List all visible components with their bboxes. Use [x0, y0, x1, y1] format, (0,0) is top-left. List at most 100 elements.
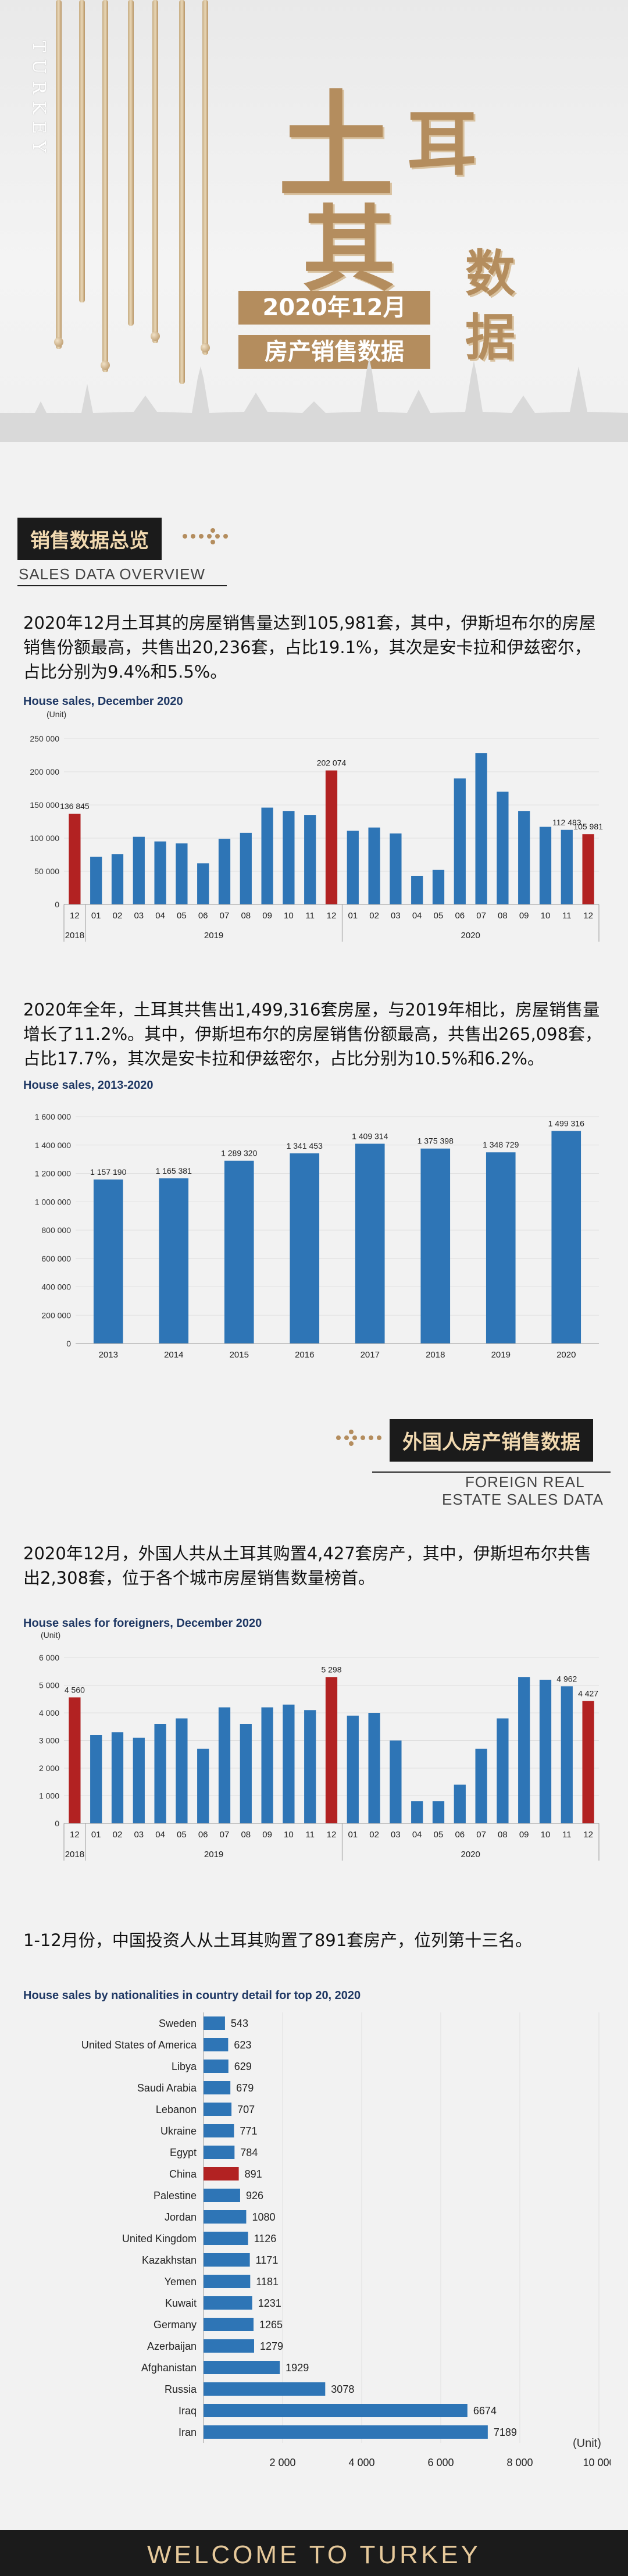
x-tick-label: 02 [113, 911, 123, 921]
chart-title: House sales for foreigners, December 202… [23, 1617, 262, 1630]
y-tick-label: 6 000 [39, 1653, 59, 1662]
year-group-label: 2020 [461, 1850, 480, 1859]
x-tick-label: 08 [498, 911, 508, 921]
x-tick-label: 04 [412, 911, 422, 921]
data-label: 1265 [259, 2319, 283, 2331]
x-tick-label: 10 [284, 911, 294, 921]
y-tick-label: 0 [55, 1819, 59, 1828]
x-tick-label: 07 [220, 911, 230, 921]
data-label: 1171 [256, 2254, 279, 2266]
x-tick-label: 07 [476, 1830, 486, 1840]
x-tick-label: 06 [455, 1830, 465, 1840]
y-tick-label: United Kingdom [122, 2233, 197, 2244]
paragraph-december-sales: 2020年12月土耳其的房屋销售量达到105,981套，其中，伊斯坦布尔的房屋销… [23, 613, 596, 682]
header-banner: TURKEY 土 耳 其 数 据 2020年12月 房产销售数据 [0, 0, 628, 442]
data-label: 202 074 [317, 758, 347, 768]
x-tick-label: 11 [305, 1830, 315, 1840]
bar [551, 1131, 581, 1344]
x-tick-label: 11 [562, 911, 572, 921]
bar [539, 1680, 552, 1823]
bar [197, 863, 209, 904]
decor-knob [151, 332, 160, 341]
bar [240, 1724, 252, 1823]
y-tick-label: 1 000 000 [35, 1197, 71, 1206]
y-tick-label: Ukraine [160, 2125, 197, 2137]
arrow-dots-icon [336, 1430, 381, 1446]
bar [368, 1713, 380, 1823]
bar [325, 1677, 338, 1823]
x-tick-label: 2016 [295, 1350, 314, 1360]
x-tick-label: 12 [327, 911, 337, 921]
data-label: 891 [245, 2168, 262, 2180]
bar [539, 826, 552, 904]
x-tick-label: 05 [434, 911, 444, 921]
chart-unit: (Unit) [41, 1630, 61, 1640]
y-tick-label: Sweden [159, 2018, 197, 2029]
bar [176, 1718, 188, 1823]
x-tick-label: 2013 [99, 1350, 118, 1360]
footer-bar: WELCOME TO TURKEY [0, 2530, 628, 2576]
x-tick-label: 08 [241, 911, 251, 921]
decor-knob [101, 361, 110, 370]
bar [111, 854, 124, 904]
banner-subtitle: 房产销售数据 [238, 335, 430, 369]
bar [90, 856, 102, 904]
data-label: 4 560 [65, 1685, 85, 1694]
y-tick-label: Afghanistan [141, 2362, 197, 2374]
x-tick-label: 2019 [491, 1350, 511, 1360]
x-tick-label: 08 [498, 1830, 508, 1840]
bar [283, 811, 295, 904]
x-tick-label: 12 [327, 1830, 337, 1840]
data-label: 1 375 398 [418, 1136, 454, 1146]
x-tick-label: 01 [91, 1830, 101, 1840]
y-tick-label: Libya [172, 2061, 197, 2072]
bar [204, 2318, 254, 2331]
x-tick-label: 10 000 [583, 2457, 611, 2468]
data-label: 543 [231, 2018, 248, 2029]
bar [69, 1697, 81, 1823]
decor-pole [56, 0, 62, 349]
x-tick-label: 2014 [164, 1350, 183, 1360]
x-tick-label: 04 [155, 911, 165, 921]
x-tick-label: 09 [519, 1830, 529, 1840]
y-tick-label: 5 000 [39, 1681, 59, 1690]
decor-pole [79, 0, 85, 302]
bar [204, 2361, 280, 2374]
arrow-dots-icon [183, 528, 228, 544]
x-tick-label: 02 [113, 1830, 123, 1840]
y-tick-label: 150 000 [30, 800, 59, 810]
title-char-tu: 土 [278, 79, 395, 215]
x-tick-label: 10 [541, 1830, 551, 1840]
y-tick-label: 4 000 [39, 1708, 59, 1718]
bar [204, 2060, 229, 2073]
bar [518, 1677, 530, 1823]
bar [204, 2210, 247, 2224]
bar [325, 770, 338, 904]
bar [283, 1704, 295, 1823]
data-label: 105 981 [573, 822, 603, 831]
x-tick-label: 05 [434, 1830, 444, 1840]
x-tick-label: 04 [155, 1830, 165, 1840]
x-tick-label: 2018 [426, 1350, 445, 1360]
y-tick-label: United States of America [81, 2039, 197, 2051]
bar [368, 827, 380, 904]
x-tick-label: 01 [348, 911, 358, 921]
data-label: 112 483 [552, 818, 581, 827]
data-label: 623 [234, 2039, 251, 2051]
year-group-label: 2018 [65, 1850, 84, 1859]
footer-text: WELCOME TO TURKEY [147, 2541, 481, 2569]
data-label: 1231 [258, 2297, 281, 2309]
bar [224, 1160, 254, 1344]
bar [304, 1710, 316, 1823]
x-tick-label: 02 [369, 911, 379, 921]
x-tick-label: 03 [134, 911, 144, 921]
x-tick-label: 09 [262, 911, 272, 921]
data-label: 1929 [286, 2362, 309, 2374]
x-tick-label: 03 [391, 911, 401, 921]
bar [204, 2296, 252, 2310]
bar [518, 811, 530, 904]
bar [497, 1718, 509, 1823]
x-tick-label: 11 [305, 911, 315, 921]
y-tick-label: 2 000 [39, 1763, 59, 1773]
bar [204, 2189, 240, 2202]
